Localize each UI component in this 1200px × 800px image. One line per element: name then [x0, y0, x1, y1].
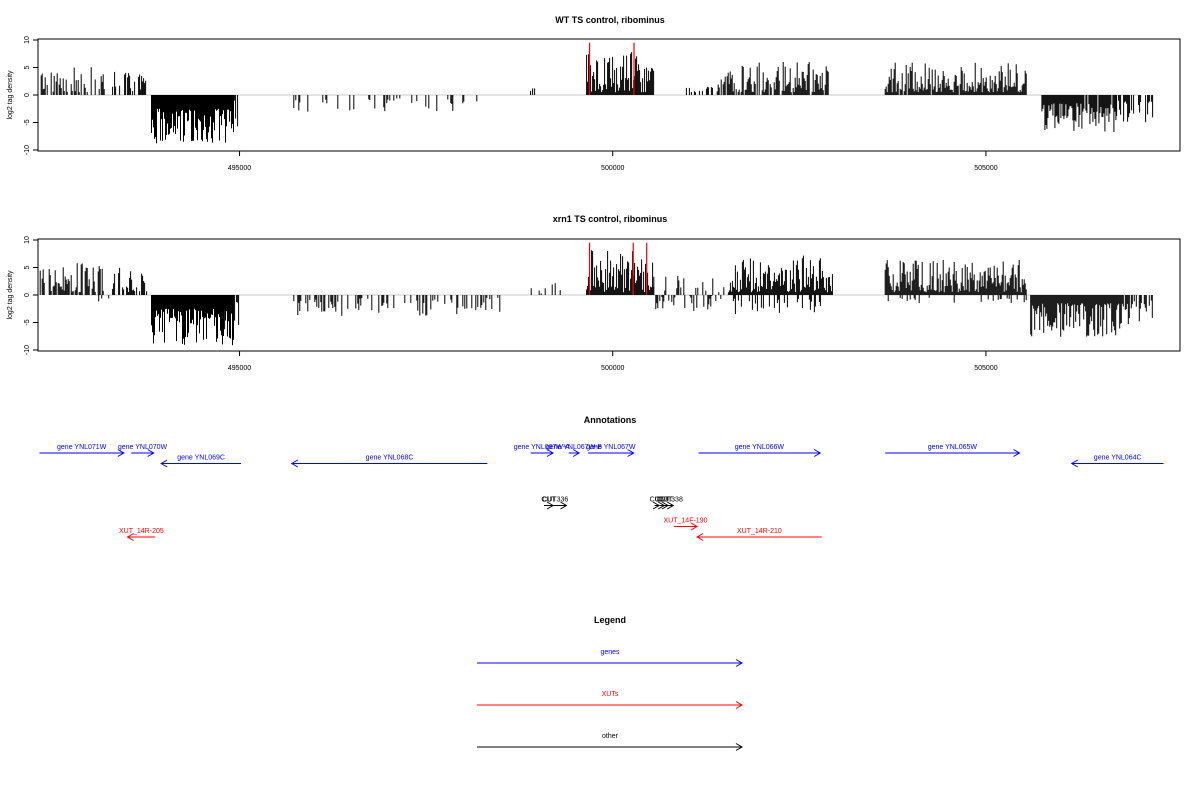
y-tick-label: -5 — [24, 319, 31, 325]
feature-label: CUT338 — [657, 497, 683, 504]
annotation-feature: gene YNL067W — [586, 444, 636, 457]
feature-label: gene YNL069C — [177, 455, 225, 462]
annotation-feature: gene YNL069C — [160, 455, 242, 468]
annotation-feature: gene YNL071W — [39, 444, 125, 457]
feature-label: CUT — [541, 497, 556, 504]
feature-arrowhead — [572, 449, 581, 457]
legend-items: genes XUTs other — [477, 649, 743, 751]
wt-panel-frame — [37, 38, 1181, 152]
x-tick-label: 495000 — [228, 365, 251, 372]
wt-panel-bars — [40, 42, 1154, 144]
xrn1-panel-title: xrn1 TS control, ribominus — [553, 214, 668, 224]
feature-label: gene YNL070W — [118, 444, 168, 451]
annotation-feature: gene YNL067W-B — [546, 444, 602, 457]
legend-arrowhead — [735, 659, 743, 667]
annotation-feature: CUT — [650, 497, 665, 510]
y-tick-label: 5 — [24, 265, 31, 269]
x-tick-label: 495000 — [228, 165, 251, 172]
wt-panel-y-axis: -10 -5 0 5 10 — [24, 36, 38, 155]
x-tick-label: 500000 — [601, 165, 624, 172]
feature-arrowhead — [627, 449, 635, 457]
xrn1-panel-x-axis: 495000 500000 505000 — [228, 351, 998, 372]
wt-panel-ylabel: log2 tag density — [7, 70, 14, 120]
feature-label: gene YNL064C — [1094, 455, 1142, 462]
feature-label: XUT_14R-210 — [737, 528, 782, 535]
feature-arrowhead — [560, 501, 568, 510]
feature-label: gene YNL067W-B — [546, 444, 602, 451]
xrn1-panel-frame — [37, 238, 1181, 352]
annotation-feature: XUT_14R-210 — [696, 528, 822, 541]
feature-arrowhead — [147, 449, 155, 457]
feature-arrowhead — [290, 459, 299, 468]
feature-arrowhead — [666, 501, 675, 510]
feature-label: gene YNL068C — [366, 455, 414, 462]
xrn1-panel-bars — [39, 242, 1153, 346]
feature-arrowhead — [117, 449, 125, 457]
feature-label: gene YNL067W-A — [514, 444, 570, 451]
feature-label: CUT — [650, 497, 665, 504]
feature-label: XUT_14R-205 — [119, 528, 164, 535]
feature-label: CUT — [659, 497, 674, 504]
annotation-feature: gene YNL070W — [118, 444, 168, 457]
feature-arrowhead — [160, 459, 168, 468]
legend-arrowhead — [735, 701, 743, 709]
y-tick-label: -10 — [24, 345, 31, 355]
y-tick-label: 10 — [24, 36, 31, 44]
x-tick-label: 505000 — [974, 365, 997, 372]
y-tick-label: -10 — [24, 145, 31, 155]
legend-item: XUTs — [477, 691, 743, 709]
feature-arrowhead — [1013, 449, 1021, 457]
x-tick-label: 505000 — [974, 165, 997, 172]
feature-label: gene YNL065W — [928, 444, 978, 451]
annotation-feature: gene YNL064C — [1070, 455, 1164, 468]
feature-arrowhead — [546, 449, 555, 457]
legend-panel: Legend genes XUTs other — [477, 615, 743, 751]
x-tick-label: 500000 — [601, 365, 624, 372]
feature-label: XUT_14F-190 — [664, 518, 708, 525]
y-tick-label: 10 — [24, 236, 31, 244]
annotations-title: Annotations — [584, 415, 637, 425]
wt-panel: WT TS control, ribominus log2 tag densit… — [7, 15, 1181, 172]
y-tick-label: 0 — [24, 93, 31, 97]
annotation-feature: gene YNL067W-A — [514, 444, 570, 457]
feature-label: gene YNL071W — [57, 444, 107, 451]
feature-label: CUT — [655, 497, 670, 504]
feature-arrowhead — [126, 533, 134, 541]
feature-arrowhead — [696, 533, 704, 541]
feature-arrowhead — [1070, 459, 1079, 468]
wt-panel-x-axis: 495000 500000 505000 — [228, 151, 998, 172]
annotation-feature: CUT338 — [657, 497, 683, 510]
annotation-feature: gene YNL066W — [698, 444, 822, 457]
legend-item: genes — [477, 649, 743, 667]
feature-arrowhead — [690, 522, 699, 531]
annotation-features: gene YNL071W gene YNL070W gene YNL069C gene… — [39, 444, 1164, 541]
xrn1-panel: xrn1 TS control, ribominus log2 tag dens… — [7, 214, 1181, 372]
feature-label: CUT336 — [542, 497, 568, 504]
annotation-feature: gene YNL068C — [290, 455, 488, 468]
xrn1-panel-ylabel: log2 tag density — [7, 270, 14, 320]
legend-title: Legend — [594, 615, 626, 625]
legend-arrowhead — [735, 743, 743, 751]
y-tick-label: 0 — [24, 293, 31, 297]
legend-item: other — [477, 733, 743, 751]
feature-arrowhead — [652, 501, 661, 510]
legend-label: other — [602, 733, 619, 740]
xrn1-panel-y-axis: -10 -5 0 5 10 — [24, 236, 38, 355]
feature-label: gene YNL067W — [586, 444, 636, 451]
wt-panel-title: WT TS control, ribominus — [555, 15, 665, 25]
annotation-feature: gene YNL065W — [885, 444, 1021, 457]
annotations-panel: Annotations gene YNL071W gene YNL070Wgene… — [39, 415, 1164, 541]
annotation-feature: XUT_14R-205 — [119, 528, 164, 541]
legend-label: genes — [600, 649, 620, 656]
annotation-feature: CUT336 — [542, 497, 568, 510]
y-tick-label: -5 — [24, 119, 31, 125]
legend-label: XUTs — [602, 691, 619, 698]
annotation-feature: XUT_14F-190 — [664, 518, 708, 531]
feature-label: gene YNL066W — [735, 444, 785, 451]
y-tick-label: 5 — [24, 65, 31, 69]
feature-arrowhead — [813, 449, 822, 457]
